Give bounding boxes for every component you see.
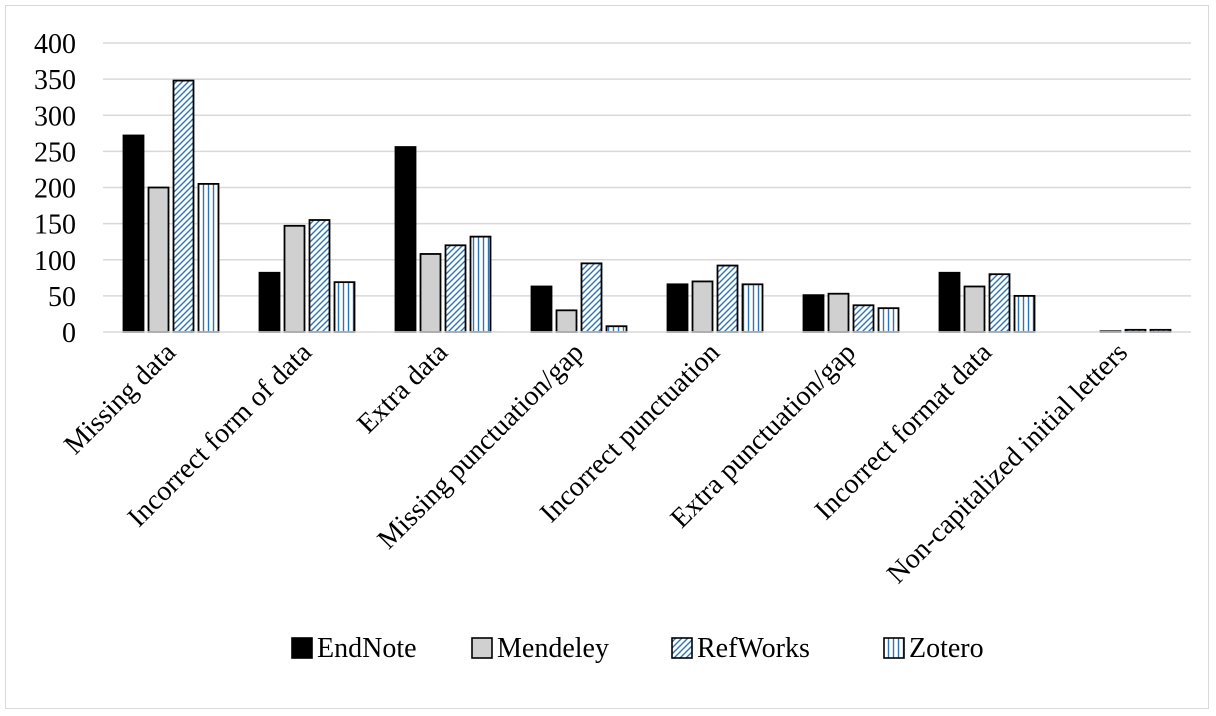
legend-label-zotero: Zotero bbox=[909, 633, 984, 664]
y-tick-label: 50 bbox=[48, 282, 76, 313]
bar-endnote bbox=[938, 271, 961, 333]
legend-swatch-mendeley bbox=[471, 637, 493, 659]
bar-mendeley bbox=[827, 292, 850, 333]
bar-endnote bbox=[258, 271, 281, 333]
bar-endnote bbox=[530, 285, 553, 333]
legend: EndNote Mendeley RefWorks Zotero bbox=[291, 633, 984, 664]
legend-label-mendeley: Mendeley bbox=[497, 633, 609, 664]
x-category-label: Missing data bbox=[58, 337, 182, 461]
bar-refworks bbox=[852, 304, 875, 333]
y-tick-label: 100 bbox=[34, 246, 76, 277]
bar-zotero bbox=[333, 281, 356, 333]
y-tick-label: 350 bbox=[34, 65, 76, 96]
bar-endnote bbox=[122, 134, 145, 333]
bar-mendeley bbox=[419, 253, 442, 333]
bar-zotero bbox=[197, 182, 220, 333]
y-axis-ticks: 0 50 100 150 200 250 300 350 400 bbox=[34, 29, 76, 349]
y-tick-label: 400 bbox=[34, 29, 76, 60]
bar-mendeley bbox=[963, 285, 986, 333]
bar-endnote bbox=[802, 294, 825, 333]
legend-label-endnote: EndNote bbox=[317, 633, 417, 664]
bar-refworks bbox=[444, 244, 467, 333]
x-category-label: Extra data bbox=[351, 337, 454, 440]
bar-mendeley bbox=[691, 280, 714, 333]
bar-mendeley bbox=[555, 309, 578, 333]
bar-zotero bbox=[469, 235, 492, 333]
x-category-label: Non-capitalized initial letters bbox=[881, 337, 1134, 590]
bar-endnote bbox=[394, 146, 417, 333]
bar-refworks bbox=[308, 219, 331, 333]
gridlines bbox=[103, 42, 1191, 297]
bar-mendeley bbox=[283, 224, 306, 333]
bars bbox=[122, 79, 1172, 333]
y-tick-label: 0 bbox=[62, 318, 76, 349]
y-tick-label: 150 bbox=[34, 210, 76, 241]
bar-zotero bbox=[741, 283, 764, 333]
legend-swatch-endnote bbox=[291, 637, 313, 659]
bar-mendeley bbox=[147, 186, 170, 333]
legend-swatch-refworks bbox=[671, 637, 693, 659]
bar-zotero bbox=[605, 325, 628, 333]
legend-swatch-zotero bbox=[883, 637, 905, 659]
bar-endnote bbox=[666, 283, 689, 333]
bar-zotero bbox=[877, 307, 900, 333]
bar-refworks bbox=[172, 79, 195, 333]
legend-label-refworks: RefWorks bbox=[697, 633, 810, 664]
bar-chart: 0 50 100 150 200 250 300 350 400 Missing dataInc… bbox=[34, 29, 1191, 664]
bar-refworks bbox=[988, 273, 1011, 333]
bar-refworks bbox=[580, 262, 603, 333]
bar-refworks bbox=[716, 264, 739, 333]
y-tick-label: 200 bbox=[34, 174, 76, 205]
y-tick-label: 250 bbox=[34, 137, 76, 168]
y-tick-label: 300 bbox=[34, 101, 76, 132]
chart-frame: 0 50 100 150 200 250 300 350 400 Missing data Inc… bbox=[5, 5, 1209, 709]
bar-zotero bbox=[1013, 294, 1036, 333]
